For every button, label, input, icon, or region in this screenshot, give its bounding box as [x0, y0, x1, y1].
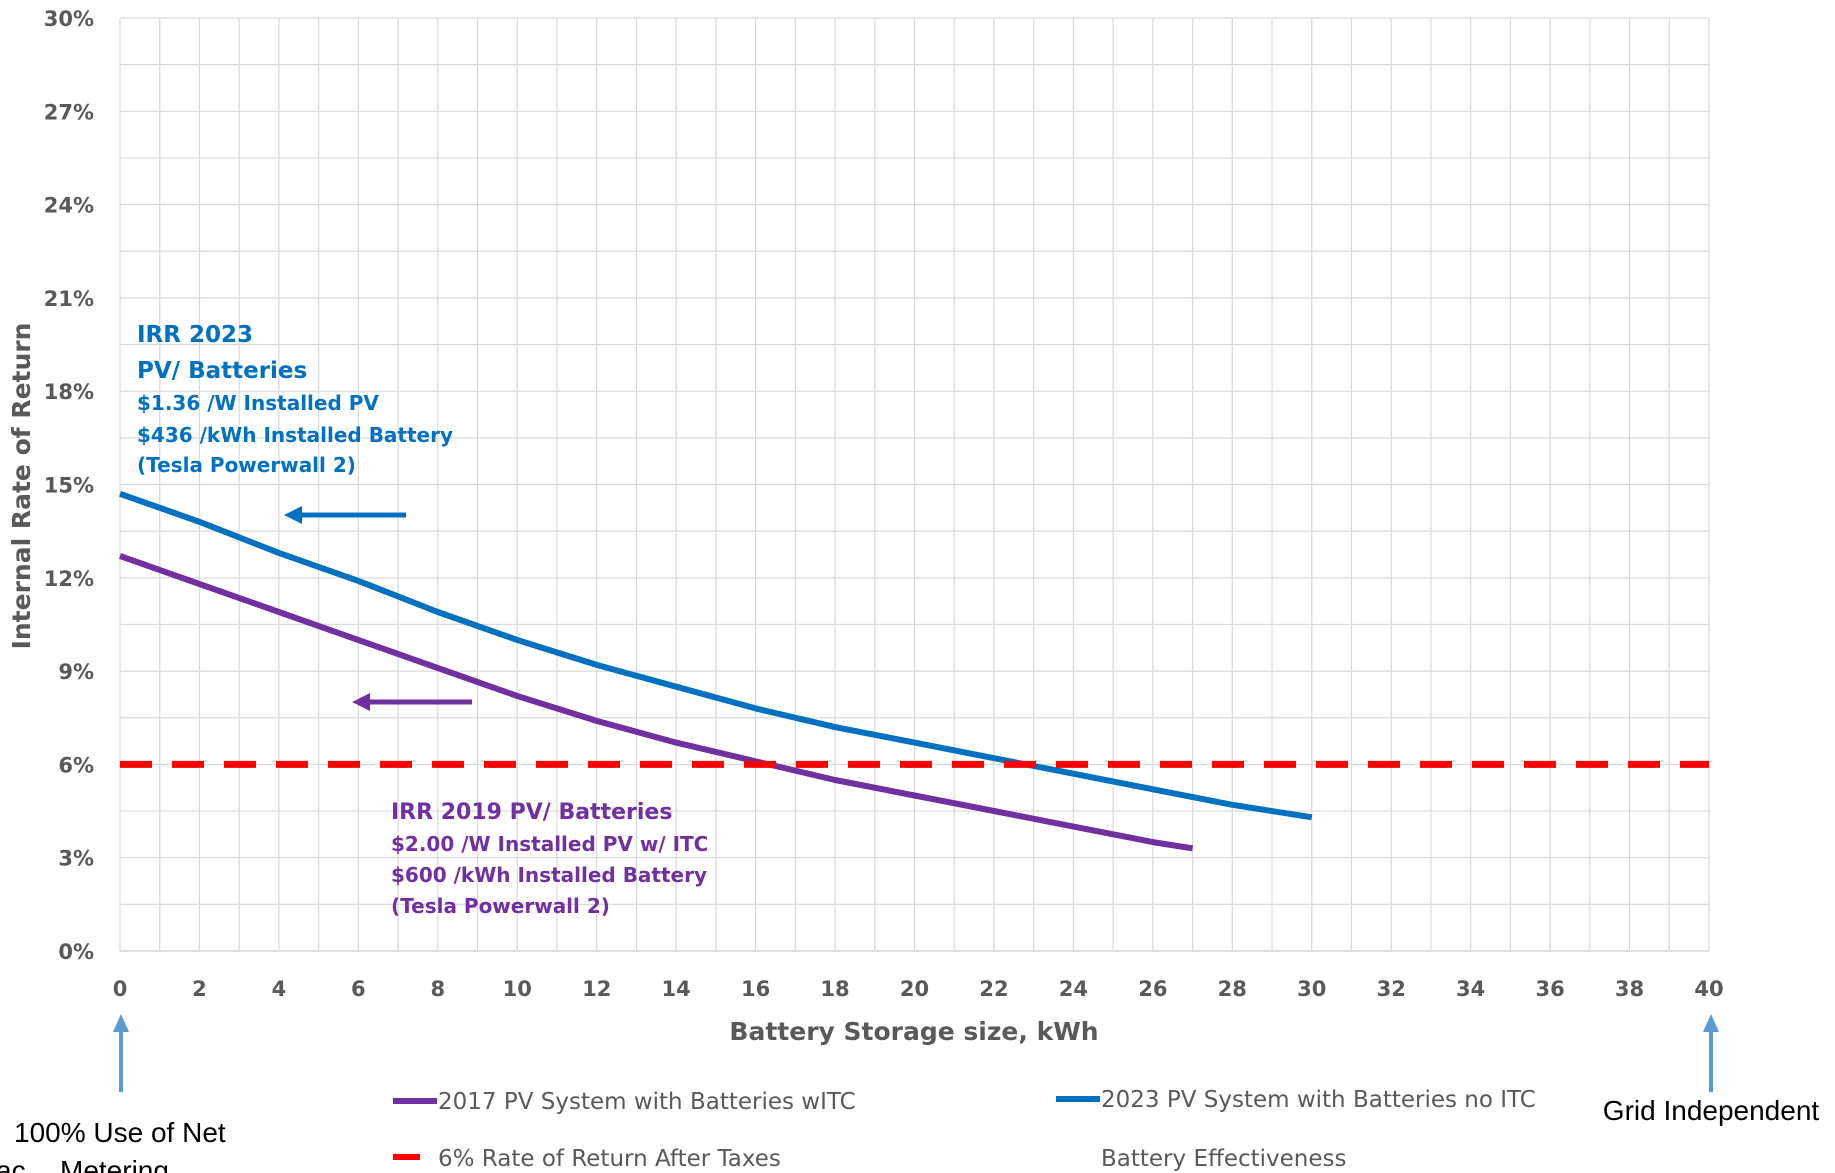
up-arrow-left — [113, 1014, 129, 1092]
legend-item-2017: 2017 PV System with Batteries wITC — [393, 1089, 856, 1115]
x-tick-label: 32 — [1377, 977, 1406, 1001]
x-tick-label: 38 — [1615, 977, 1644, 1001]
arrow-2023-annotation — [284, 506, 406, 524]
y-tick-label: 24% — [44, 194, 94, 218]
x-tick-label: 30 — [1297, 977, 1326, 1001]
y-tick-label: 3% — [58, 847, 94, 871]
x-tick-label: 28 — [1218, 977, 1247, 1001]
x-tick-label: 26 — [1138, 977, 1167, 1001]
annotation-2023-line-5: (Tesla Powerwall 2) — [137, 453, 356, 477]
series-lines — [119, 490, 1709, 852]
left-note-line-2: Metering — [60, 1155, 169, 1173]
legend-item-2023: 2023 PV System with Batteries no ITC — [1056, 1087, 1536, 1113]
left-note-line-1: 100% Use of Net — [14, 1117, 226, 1148]
x-tick-label: 14 — [662, 977, 691, 1001]
legend: 2017 PV System with Batteries wITC 2023 … — [393, 1087, 1536, 1172]
left-note-prefix: ac — [0, 1155, 26, 1173]
annotation-2019-line-1: IRR 2019 PV/ Batteries — [391, 800, 672, 825]
y-tick-label: 15% — [44, 474, 94, 498]
x-tick-labels: 0 2 4 6 8 10 12 14 16 18 20 22 24 26 28 30 32 34 36 38 40 — [113, 977, 1724, 1001]
legend-item-6pct: 6% Rate of Return After Taxes — [393, 1146, 781, 1172]
x-tick-label: 20 — [900, 977, 929, 1001]
x-tick-label: 36 — [1535, 977, 1564, 1001]
x-tick-label: 16 — [741, 977, 770, 1001]
y-tick-label: 30% — [44, 7, 94, 31]
x-tick-label: 4 — [272, 977, 287, 1001]
annotation-2019-line-4: (Tesla Powerwall 2) — [391, 894, 610, 918]
right-note: Grid Independent — [1603, 1095, 1820, 1126]
y-tick-labels: 0% 3% 6% 9% 12% 15% 18% 21% 24% 27% 30% — [44, 7, 94, 964]
x-tick-label: 34 — [1456, 977, 1485, 1001]
legend-label-2023: 2023 PV System with Batteries no ITC — [1101, 1087, 1536, 1113]
annotation-2019-line-2: $2.00 /W Installed PV w/ ITC — [391, 832, 708, 856]
y-tick-label: 0% — [58, 940, 94, 964]
x-tick-label: 10 — [503, 977, 532, 1001]
y-tick-label: 18% — [44, 380, 94, 404]
x-tick-label: 12 — [582, 977, 611, 1001]
annotation-2023-line-4: $436 /kWh Installed Battery — [137, 423, 453, 447]
annotation-2023-line-3: $1.36 /W Installed PV — [137, 391, 379, 415]
up-arrow-right — [1703, 1014, 1719, 1092]
x-tick-label: 18 — [820, 977, 849, 1001]
annotation-irr-2023: IRR 2023 PV/ Batteries $1.36 /W Installe… — [137, 322, 453, 477]
legend-label-6pct: 6% Rate of Return After Taxes — [438, 1146, 781, 1172]
x-tick-label: 22 — [979, 977, 1008, 1001]
y-tick-label: 9% — [58, 660, 94, 684]
x-tick-label: 8 — [430, 977, 445, 1001]
y-tick-label: 12% — [44, 567, 94, 591]
annotation-irr-2019: IRR 2019 PV/ Batteries $2.00 /W Installe… — [391, 800, 708, 918]
y-axis-title: Internal Rate of Return — [7, 323, 36, 650]
y-tick-label: 27% — [44, 100, 94, 124]
x-tick-label: 6 — [351, 977, 366, 1001]
y-tick-label: 21% — [44, 287, 94, 311]
x-tick-label: 0 — [113, 977, 128, 1001]
y-tick-label: 6% — [58, 753, 94, 777]
series-line-0 — [119, 553, 1194, 852]
annotation-2023-line-1: IRR 2023 — [137, 322, 253, 348]
arrow-2019-annotation — [352, 693, 472, 711]
x-axis-title: Battery Storage size, kWh — [729, 1017, 1098, 1046]
legend-label-2017: 2017 PV System with Batteries wITC — [438, 1089, 856, 1115]
annotation-2019-line-3: $600 /kWh Installed Battery — [391, 863, 707, 887]
x-tick-label: 2 — [192, 977, 207, 1001]
x-tick-label: 24 — [1059, 977, 1088, 1001]
legend-label-battery-effectiveness: Battery Effectiveness — [1101, 1146, 1346, 1172]
x-tick-label: 40 — [1694, 977, 1723, 1001]
series-line-1 — [119, 490, 1313, 821]
grid-lines — [119, 17, 1710, 952]
annotation-2023-line-2: PV/ Batteries — [137, 358, 307, 384]
